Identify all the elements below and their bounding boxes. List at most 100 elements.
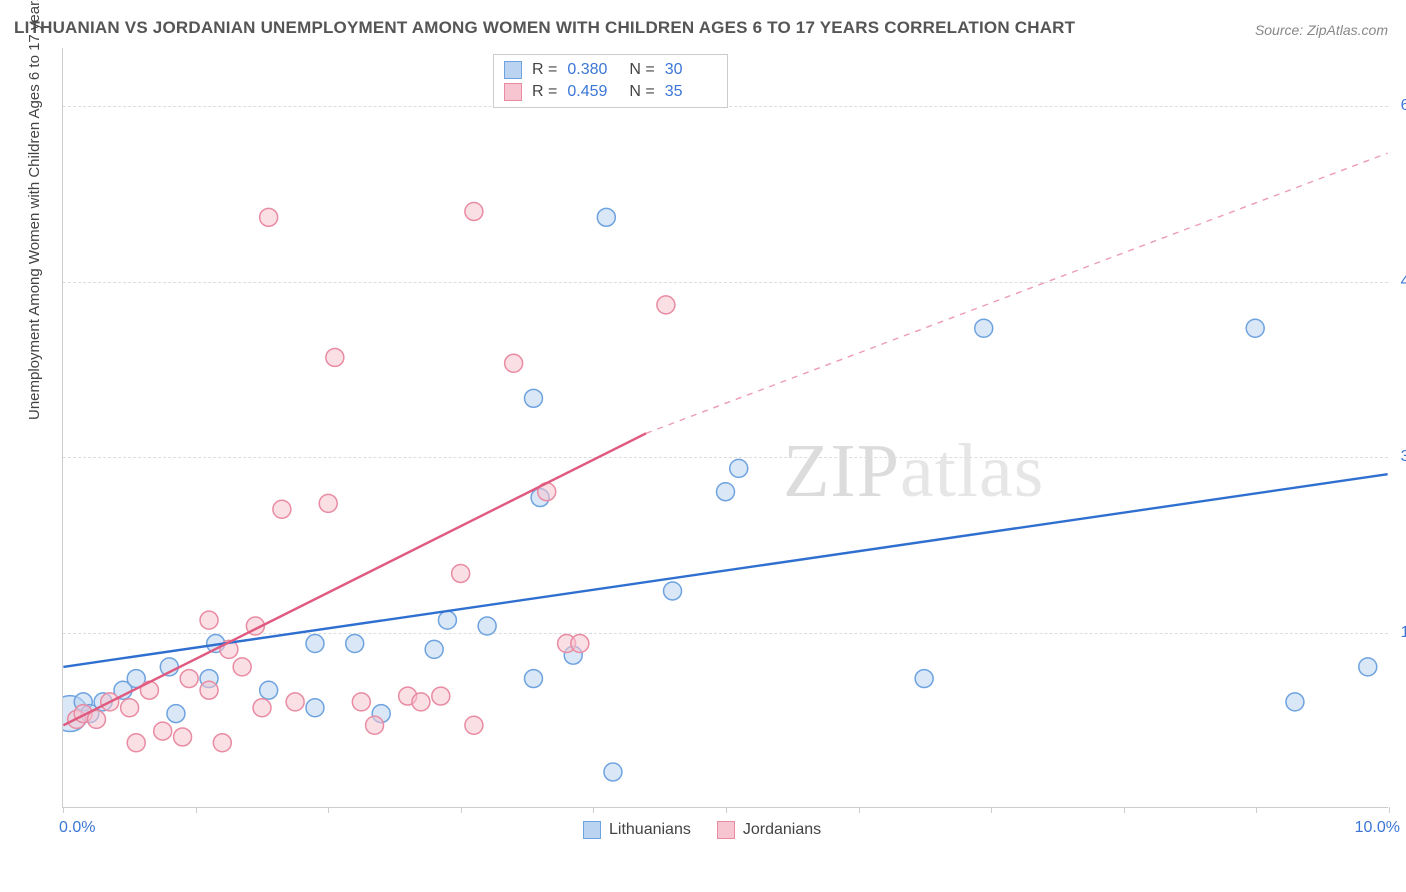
scatter-point <box>346 635 364 653</box>
scatter-point <box>101 693 119 711</box>
scatter-point <box>63 696 88 732</box>
scatter-point <box>558 635 576 653</box>
scatter-point <box>657 296 675 314</box>
legend-r-value: 0.459 <box>567 83 619 101</box>
scatter-point <box>200 670 218 688</box>
scatter-point <box>167 705 185 723</box>
scatter-point <box>524 389 542 407</box>
grid-line <box>63 457 1388 458</box>
x-tick <box>1124 807 1125 813</box>
legend-label-lithuanians: Lithuanians <box>609 821 691 839</box>
x-tick <box>593 807 594 813</box>
trend-line <box>63 433 646 725</box>
scatter-point <box>94 693 112 711</box>
scatter-point <box>717 483 735 501</box>
legend-swatch-jordanians <box>504 83 522 101</box>
chart-svg <box>63 48 1388 807</box>
x-tick <box>991 807 992 813</box>
scatter-point <box>452 564 470 582</box>
scatter-point <box>140 681 158 699</box>
legend-r-value: 0.380 <box>567 61 619 79</box>
scatter-point <box>664 582 682 600</box>
legend-series: Lithuanians Jordanians <box>583 821 837 839</box>
scatter-point <box>372 705 390 723</box>
scatter-point <box>1246 319 1264 337</box>
scatter-point <box>200 611 218 629</box>
legend-item-jordanians: Jordanians <box>717 821 821 839</box>
scatter-point <box>432 687 450 705</box>
x-axis-min-label: 0.0% <box>59 819 95 837</box>
scatter-point <box>538 483 556 501</box>
x-tick <box>1389 807 1390 813</box>
scatter-point <box>425 640 443 658</box>
scatter-point <box>74 705 92 723</box>
scatter-point <box>127 670 145 688</box>
scatter-point <box>730 459 748 477</box>
scatter-point <box>260 208 278 226</box>
scatter-point <box>260 681 278 699</box>
legend-n-label: N = <box>629 83 654 101</box>
x-axis-max-label: 10.0% <box>1355 819 1400 837</box>
scatter-point <box>524 670 542 688</box>
scatter-point <box>604 763 622 781</box>
chart-plot-area: ZIPatlas 0.0% 10.0% R = 0.380 N = 30 R =… <box>62 48 1388 808</box>
scatter-point <box>154 722 172 740</box>
scatter-point <box>213 734 231 752</box>
scatter-point <box>233 658 251 676</box>
x-tick <box>328 807 329 813</box>
scatter-point <box>1286 693 1304 711</box>
scatter-point <box>127 734 145 752</box>
y-tick-label: 60.0% <box>1394 97 1406 115</box>
y-tick-label: 15.0% <box>1394 624 1406 642</box>
scatter-point <box>597 208 615 226</box>
scatter-point <box>975 319 993 337</box>
scatter-point <box>220 640 238 658</box>
grid-line <box>63 633 1388 634</box>
scatter-point <box>273 500 291 518</box>
watermark: ZIPatlas <box>783 428 1044 515</box>
scatter-point <box>319 494 337 512</box>
legend-r-label: R = <box>532 61 557 79</box>
trend-line-extrapolated <box>646 153 1388 433</box>
legend-n-label: N = <box>629 61 654 79</box>
scatter-point <box>253 699 271 717</box>
trend-line <box>63 474 1387 667</box>
y-axis-label: Unemployment Among Women with Children A… <box>26 0 43 420</box>
scatter-point <box>180 670 198 688</box>
scatter-point <box>531 489 549 507</box>
legend-swatch-jordanians <box>717 821 735 839</box>
scatter-point <box>505 354 523 372</box>
scatter-point <box>286 693 304 711</box>
scatter-point <box>399 687 417 705</box>
legend-stats-row: R = 0.459 N = 35 <box>504 81 717 103</box>
scatter-point <box>200 681 218 699</box>
scatter-point <box>564 646 582 664</box>
x-tick <box>1256 807 1257 813</box>
scatter-point <box>412 693 430 711</box>
scatter-point <box>114 681 132 699</box>
scatter-point <box>306 699 324 717</box>
legend-stats-row: R = 0.380 N = 30 <box>504 59 717 81</box>
scatter-point <box>81 705 99 723</box>
scatter-point <box>465 716 483 734</box>
scatter-point <box>438 611 456 629</box>
x-tick <box>859 807 860 813</box>
legend-item-lithuanians: Lithuanians <box>583 821 691 839</box>
scatter-point <box>306 635 324 653</box>
legend-n-value: 30 <box>665 61 717 79</box>
scatter-point <box>87 710 105 728</box>
scatter-point <box>571 635 589 653</box>
legend-swatch-lithuanians <box>504 61 522 79</box>
scatter-point <box>207 635 225 653</box>
scatter-point <box>174 728 192 746</box>
chart-title: LITHUANIAN VS JORDANIAN UNEMPLOYMENT AMO… <box>14 18 1075 38</box>
scatter-point <box>160 658 178 676</box>
legend-n-value: 35 <box>665 83 717 101</box>
scatter-point <box>366 716 384 734</box>
scatter-point <box>326 348 344 366</box>
scatter-point <box>68 710 86 728</box>
x-tick <box>726 807 727 813</box>
x-tick <box>63 807 64 813</box>
y-tick-label: 30.0% <box>1394 448 1406 466</box>
legend-swatch-lithuanians <box>583 821 601 839</box>
